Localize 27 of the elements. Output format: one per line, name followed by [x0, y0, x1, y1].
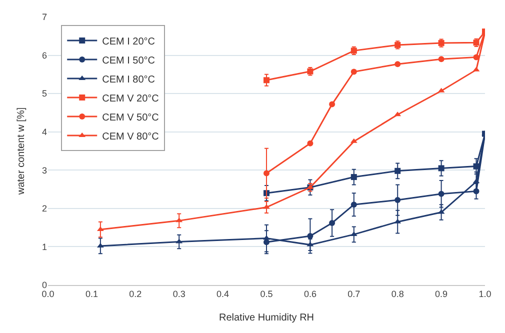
legend-label: CEM V 80°C: [102, 131, 159, 142]
y-tick-label: 2: [42, 204, 47, 214]
y-tick-label: 6: [42, 50, 47, 60]
y-axis-title: water content w [%]: [16, 107, 27, 196]
x-tick-label: 0.1: [85, 288, 98, 299]
x-tick-label: 0.6: [304, 288, 316, 299]
y-tick-label: 7: [42, 12, 47, 22]
y-tick-label: 3: [42, 165, 47, 176]
x-axis-title: Relative Humidity RH: [218, 312, 314, 324]
x-tick-label: 0.5: [260, 288, 273, 299]
legend-label: CEM I 80°C: [102, 74, 156, 86]
x-tick-label: 0.2: [129, 288, 142, 299]
x-tick-label: 0.3: [172, 288, 186, 299]
y-tick-label: 0: [42, 280, 47, 290]
y-tick-label: 5: [42, 88, 47, 99]
y-tick-label: 4: [42, 127, 47, 138]
legend-label: CEM I 50°C: [102, 55, 156, 66]
legend-label: CEM V 50°C: [102, 112, 159, 124]
y-tick-label: 1: [42, 242, 47, 252]
legend-label: CEM I 20°C: [102, 36, 156, 48]
legend-label: CEM V 20°C: [102, 93, 159, 104]
x-tick-label: 0.8: [391, 288, 404, 299]
x-tick-label: 0.4: [216, 288, 230, 299]
x-tick-label: 1.0: [478, 288, 492, 299]
x-tick-label: 0.0: [42, 288, 54, 299]
x-tick-label: 0.7: [348, 288, 360, 299]
x-tick-label: 0.9: [435, 288, 448, 299]
